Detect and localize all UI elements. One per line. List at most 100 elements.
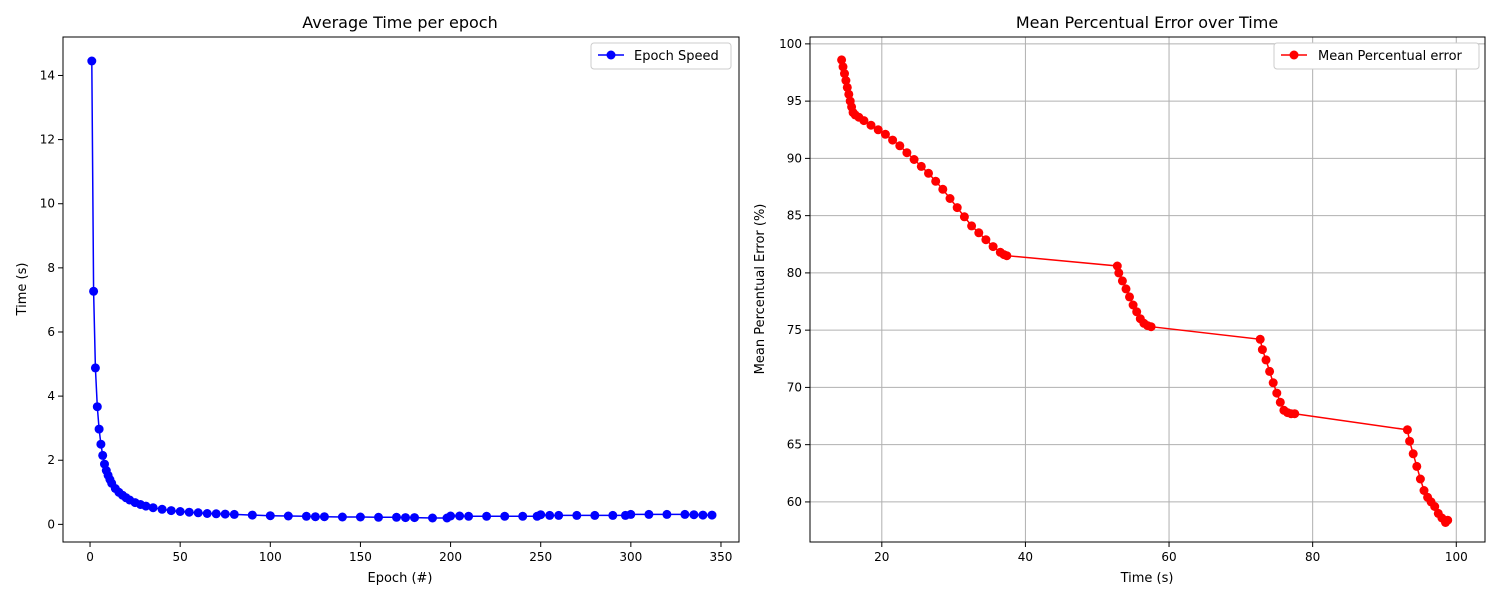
data-point	[1257, 345, 1267, 355]
y-axis-label: Mean Percentual Error (%)	[753, 204, 768, 375]
legend-label: Epoch Speed	[634, 49, 719, 64]
data-point	[1272, 388, 1282, 398]
y-tick-label: 10	[40, 197, 55, 211]
error-over-time-chart: Mean Percentual Error over Time Time (s)…	[753, 13, 1486, 586]
y-tick-label: 12	[40, 133, 55, 147]
data-point	[909, 155, 919, 164]
data-point	[1415, 474, 1425, 484]
data-point	[1125, 292, 1134, 302]
data-point	[1430, 502, 1440, 511]
y-tick-label: 85	[787, 209, 802, 223]
y-tick-label: 8	[47, 261, 55, 275]
data-point	[888, 135, 898, 145]
data-point	[1121, 284, 1131, 294]
legend-label: Mean Percentual error	[1318, 49, 1463, 64]
legend-swatch-marker	[606, 50, 616, 60]
data-point	[680, 509, 690, 519]
y-tick-label: 80	[787, 266, 802, 280]
x-axis-label: Time (s)	[1120, 571, 1174, 586]
data-point	[608, 510, 618, 520]
data-point	[87, 56, 97, 66]
y-tick-label: 90	[787, 151, 802, 165]
x-tick-label: 300	[619, 550, 642, 564]
data-point	[840, 69, 849, 79]
data-point	[464, 511, 474, 521]
data-point	[572, 510, 582, 520]
data-point	[148, 503, 158, 513]
data-point	[1419, 486, 1429, 495]
data-point	[590, 510, 600, 520]
x-tick-label: 100	[259, 550, 282, 564]
data-point	[283, 511, 293, 521]
data-point	[1114, 268, 1124, 278]
data-point	[94, 424, 104, 434]
y-tick-label: 75	[787, 323, 802, 337]
data-point	[1402, 425, 1412, 435]
data-point	[319, 512, 329, 522]
data-point	[1261, 355, 1271, 365]
data-point	[626, 509, 636, 519]
data-point	[1408, 449, 1418, 459]
data-point	[355, 512, 365, 522]
data-point	[931, 176, 941, 186]
data-point	[1002, 251, 1012, 261]
data-point	[301, 511, 311, 521]
data-point	[166, 506, 176, 516]
data-point	[895, 141, 905, 151]
data-point	[1255, 334, 1265, 344]
data-point	[482, 511, 492, 521]
data-point	[988, 242, 998, 252]
data-point	[446, 511, 456, 521]
data-point	[247, 510, 257, 520]
data-point	[98, 450, 108, 460]
data-point	[1443, 515, 1453, 525]
x-tick-label: 150	[349, 550, 372, 564]
data-point	[90, 363, 100, 373]
y-tick-label: 4	[47, 389, 55, 403]
data-point	[184, 507, 194, 517]
plot-frame	[62, 36, 740, 543]
data-point	[916, 161, 926, 171]
data-point	[193, 508, 203, 518]
x-tick-label: 250	[529, 550, 552, 564]
chart-title: Mean Percentual Error over Time	[1016, 13, 1278, 32]
data-point	[1128, 300, 1138, 310]
data-point	[1146, 322, 1156, 332]
data-point	[1405, 436, 1415, 446]
y-tick-label: 2	[47, 453, 55, 467]
data-point	[1112, 261, 1122, 271]
data-point	[202, 509, 212, 518]
data-point	[455, 511, 465, 521]
data-point	[1290, 409, 1300, 419]
data-point	[837, 55, 847, 65]
data-point	[518, 511, 528, 521]
data-point	[662, 509, 672, 519]
x-tick-label: 80	[1305, 550, 1320, 564]
data-point	[689, 510, 699, 520]
data-point	[92, 402, 102, 412]
series-line	[840, 59, 1449, 524]
data-point	[945, 194, 955, 203]
data-point	[500, 511, 510, 521]
x-tick-label: 50	[173, 550, 188, 564]
data-point	[229, 509, 239, 519]
data-point	[220, 509, 230, 519]
y-tick-label: 14	[40, 68, 55, 82]
legend-box	[1273, 42, 1480, 70]
data-point	[1268, 378, 1278, 388]
data-point	[428, 513, 437, 523]
x-tick-label: 60	[1161, 550, 1176, 564]
x-tick-label: 40	[1018, 550, 1033, 564]
data-point	[265, 511, 275, 521]
data-point	[554, 510, 564, 520]
data-point	[924, 168, 933, 178]
data-point	[842, 82, 852, 92]
data-point	[1275, 397, 1285, 407]
y-axis-label: Time (s)	[15, 263, 30, 317]
time-per-epoch-chart: Average Time per epoch Epoch (#) Time (s…	[15, 13, 740, 586]
plot-frame	[809, 36, 1486, 543]
data-point	[866, 120, 876, 130]
data-point	[841, 76, 851, 85]
legend: Mean Percentual error	[1273, 42, 1480, 70]
